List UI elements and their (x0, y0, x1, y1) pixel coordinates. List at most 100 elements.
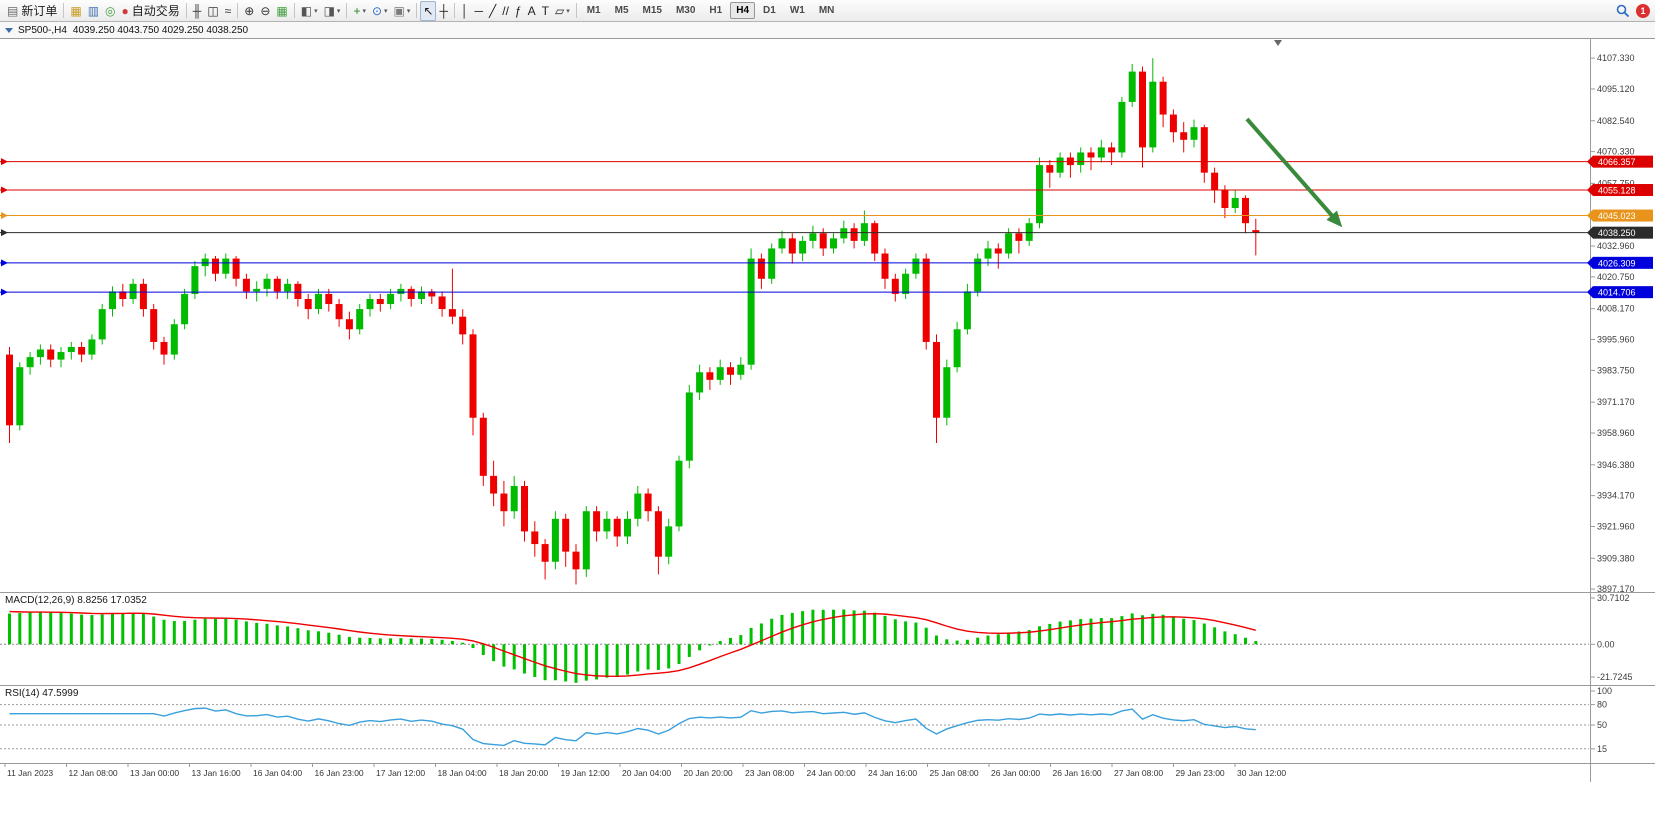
indicators-icon[interactable]: + ▾ (350, 2, 369, 20)
text-icon[interactable]: A (525, 2, 539, 20)
time-axis[interactable]: 11 Jan 2023 12 Jan 08:00 13 Jan 00:00 13 Ja… (0, 763, 1655, 782)
svg-text:24 Jan 00:00: 24 Jan 00:00 (807, 768, 856, 778)
new-order-button[interactable]: ▤ 新订单 (4, 2, 60, 20)
fibonacci-icon[interactable]: ƒ (512, 2, 525, 20)
horizontal-line-icon[interactable]: ─ (471, 2, 486, 20)
svg-text:23 Jan 08:00: 23 Jan 08:00 (745, 768, 794, 778)
channel-icon[interactable]: // (499, 2, 512, 20)
timeframe-buttons: M1 M5 M15 M30 H1 H4 D1 W1 MN (580, 2, 842, 19)
horizontal-price-lines[interactable]: 4066.357 4055.128 4045.023 4038.250 4026.309… (0, 155, 1653, 299)
svg-text:4107.330: 4107.330 (1597, 53, 1635, 63)
chart-menu-arrow-icon[interactable] (5, 27, 13, 33)
data-window-icon[interactable]: ▥ (85, 2, 102, 20)
timeframe-m5[interactable]: M5 (614, 5, 629, 16)
timeframe-m30[interactable]: M30 (675, 5, 696, 16)
timeframe-m1[interactable]: M1 (586, 5, 601, 16)
timeframe-m15[interactable]: M15 (642, 5, 662, 16)
profiles-icon[interactable]: ◨ ▾ (321, 2, 344, 20)
macd-pane[interactable]: MACD(12,26,9) 8.8256 17.0352 30.7102 0.00… (0, 592, 1655, 685)
autotrading-icon: ● (121, 3, 129, 18)
dropdown-arrow-icon[interactable]: ▾ (314, 7, 318, 15)
chart-titlebar[interactable]: SP500-,H4 4039.250 4043.750 4029.250 403… (0, 22, 1655, 39)
rsi-pane[interactable]: RSI(14) 47.5999 100 80 50 15 (0, 685, 1655, 763)
main-chart-pane[interactable]: 4107.330 4095.120 4082.540 4070.330 4057.750… (0, 39, 1655, 592)
zoom-out-icon: ⊖ (260, 3, 271, 18)
timeframe-h4[interactable]: H4 (730, 2, 756, 19)
crosshair-icon[interactable]: ┼ (436, 2, 451, 20)
svg-text:100: 100 (1597, 686, 1612, 696)
svg-text:4020.750: 4020.750 (1597, 272, 1635, 282)
toolbar-group: ↖ ┼ (420, 0, 451, 21)
toolbar-separator (185, 3, 187, 18)
new-order-button-label: 新订单 (21, 4, 58, 18)
autotrading-button[interactable]: ● 自动交易 (119, 2, 183, 20)
svg-text:3934.170: 3934.170 (1597, 491, 1635, 501)
price-axis[interactable]: 4107.330 4095.120 4082.540 4070.330 4057.750… (1590, 53, 1635, 592)
shapes-icon[interactable]: ▱ ▾ (552, 2, 573, 20)
cursor-icon[interactable]: ↖ (420, 0, 437, 21)
toolbar-separator (293, 3, 295, 18)
svg-text:4014.706: 4014.706 (1598, 288, 1636, 298)
dropdown-arrow-icon[interactable]: ▾ (566, 7, 570, 15)
svg-text:4066.357: 4066.357 (1598, 157, 1636, 167)
navigator-icon: ◎ (105, 3, 116, 18)
timeframe-w1[interactable]: W1 (789, 5, 805, 16)
toolbar-group: ▦ ▥ ◎ ● 自动交易 (67, 2, 182, 20)
svg-text:26 Jan 00:00: 26 Jan 00:00 (991, 768, 1040, 778)
svg-text:3958.960: 3958.960 (1597, 428, 1635, 438)
channel-icon: // (502, 3, 509, 18)
svg-text:25 Jan 08:00: 25 Jan 08:00 (930, 768, 979, 778)
toolbar-group: ◧ ▾ ◨ ▾ (298, 2, 344, 20)
zoom-in-icon: ⊕ (244, 3, 255, 18)
horizontal-line-icon: ─ (474, 3, 483, 18)
svg-text:4038.250: 4038.250 (1598, 228, 1636, 238)
trendline-icon: ╱ (489, 3, 497, 18)
new-chart-icon[interactable]: ◧ ▾ (298, 2, 321, 20)
dropdown-arrow-icon[interactable]: ▾ (362, 7, 366, 15)
svg-text:4082.540: 4082.540 (1597, 116, 1635, 126)
dropdown-arrow-icon[interactable]: ▾ (336, 7, 341, 15)
svg-text:4070.330: 4070.330 (1597, 147, 1635, 157)
toolbar-separator (346, 3, 348, 18)
text-icon: A (527, 3, 536, 18)
zoom-in-icon[interactable]: ⊕ (241, 2, 257, 20)
candlestick-chart-icon[interactable]: ◫ (204, 2, 221, 20)
rsi-canvas[interactable]: 100 80 50 15 (0, 686, 1655, 763)
dropdown-arrow-icon[interactable]: ▾ (384, 7, 388, 15)
search-icon[interactable] (1615, 3, 1631, 19)
timeframe-mn[interactable]: MN (818, 5, 835, 16)
vertical-line-icon: │ (460, 3, 469, 18)
dropdown-arrow-icon[interactable]: ▾ (406, 7, 411, 15)
toolbar-separator (416, 3, 418, 18)
timeframe-d1[interactable]: D1 (763, 5, 776, 16)
trend-arrow-annotation[interactable] (1245, 117, 1343, 228)
svg-text:20 Jan 20:00: 20 Jan 20:00 (684, 768, 733, 778)
bar-chart-icon[interactable]: ╫ (190, 2, 205, 20)
toolbar-button-groups: ▤ 新订单 ▦ ▥ ◎ ● 自动交易 ╫ ◫ ≈ ⊕ ⊖ ▦ ◧ ▾ ◨ ▾ + ▾ ⊙ ▾ ▣ ▾ ↖ ┼ │ ─ ╱//ƒ A T ▱ ▾ (4, 0, 573, 21)
periods-icon: ⊙ (371, 3, 383, 18)
navigator-icon[interactable]: ◎ (102, 2, 118, 20)
svg-text:19 Jan 12:00: 19 Jan 12:00 (561, 768, 610, 778)
timeframe-h1[interactable]: H1 (709, 5, 723, 16)
chart-symbol-period: SP500-,H4 (18, 24, 67, 36)
periods-icon[interactable]: ⊙ ▾ (369, 2, 391, 20)
main-chart-canvas[interactable]: 4107.330 4095.120 4082.540 4070.330 4057.750… (0, 39, 1655, 592)
toolbar-separator (237, 3, 239, 18)
vertical-line-icon[interactable]: │ (458, 2, 472, 20)
zoom-out-icon[interactable]: ⊖ (257, 2, 273, 20)
svg-text:16 Jan 04:00: 16 Jan 04:00 (253, 768, 302, 778)
macd-canvas[interactable]: 30.7102 0.00 -21.7245 (0, 593, 1655, 685)
toolbar-separator (575, 3, 577, 18)
notification-badge[interactable]: 1 (1636, 3, 1650, 18)
trendline-icon[interactable]: ╱ (486, 2, 499, 20)
label-icon[interactable]: T (539, 2, 552, 20)
line-chart-icon[interactable]: ≈ (222, 2, 235, 20)
macd-label: MACD(12,26,9) 8.8256 17.0352 (5, 595, 147, 606)
tile-windows-icon[interactable]: ▦ (273, 2, 290, 20)
svg-text:80: 80 (1597, 700, 1607, 710)
market-watch-icon[interactable]: ▦ (67, 2, 84, 20)
chart-shift-marker[interactable] (1274, 40, 1282, 46)
templates-icon[interactable]: ▣ ▾ (391, 2, 414, 20)
toolbar-group: │ ─ ╱ //ƒ A T ▱ ▾ (458, 2, 573, 20)
